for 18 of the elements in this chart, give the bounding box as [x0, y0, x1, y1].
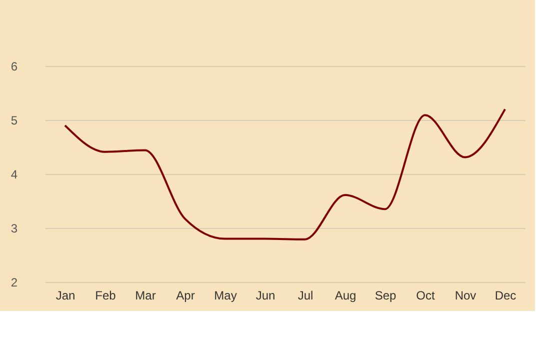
x-tick-label: Apr	[176, 288, 195, 302]
x-tick-label: Sep	[374, 288, 396, 302]
x-tick-label: Aug	[334, 288, 356, 302]
x-tick-label: May	[214, 288, 237, 302]
x-tick-label: Mar	[135, 288, 156, 302]
x-tick-label: Dec	[494, 288, 516, 302]
y-tick-label: 6	[10, 60, 18, 74]
y-tick-label: 5	[10, 114, 18, 128]
line-series	[64, 108, 506, 240]
x-tick-label: Jan	[56, 288, 76, 302]
y-tick-label: 2	[10, 276, 18, 290]
x-tick-label: Feb	[95, 288, 116, 302]
x-tick-label: Jul	[298, 288, 314, 302]
y-tick-label: 4	[10, 168, 18, 182]
x-tick-label: Nov	[454, 288, 476, 302]
x-tick-label: Jun	[256, 288, 276, 302]
x-tick-label: Oct	[416, 288, 436, 302]
y-tick-label: 3	[10, 222, 18, 236]
